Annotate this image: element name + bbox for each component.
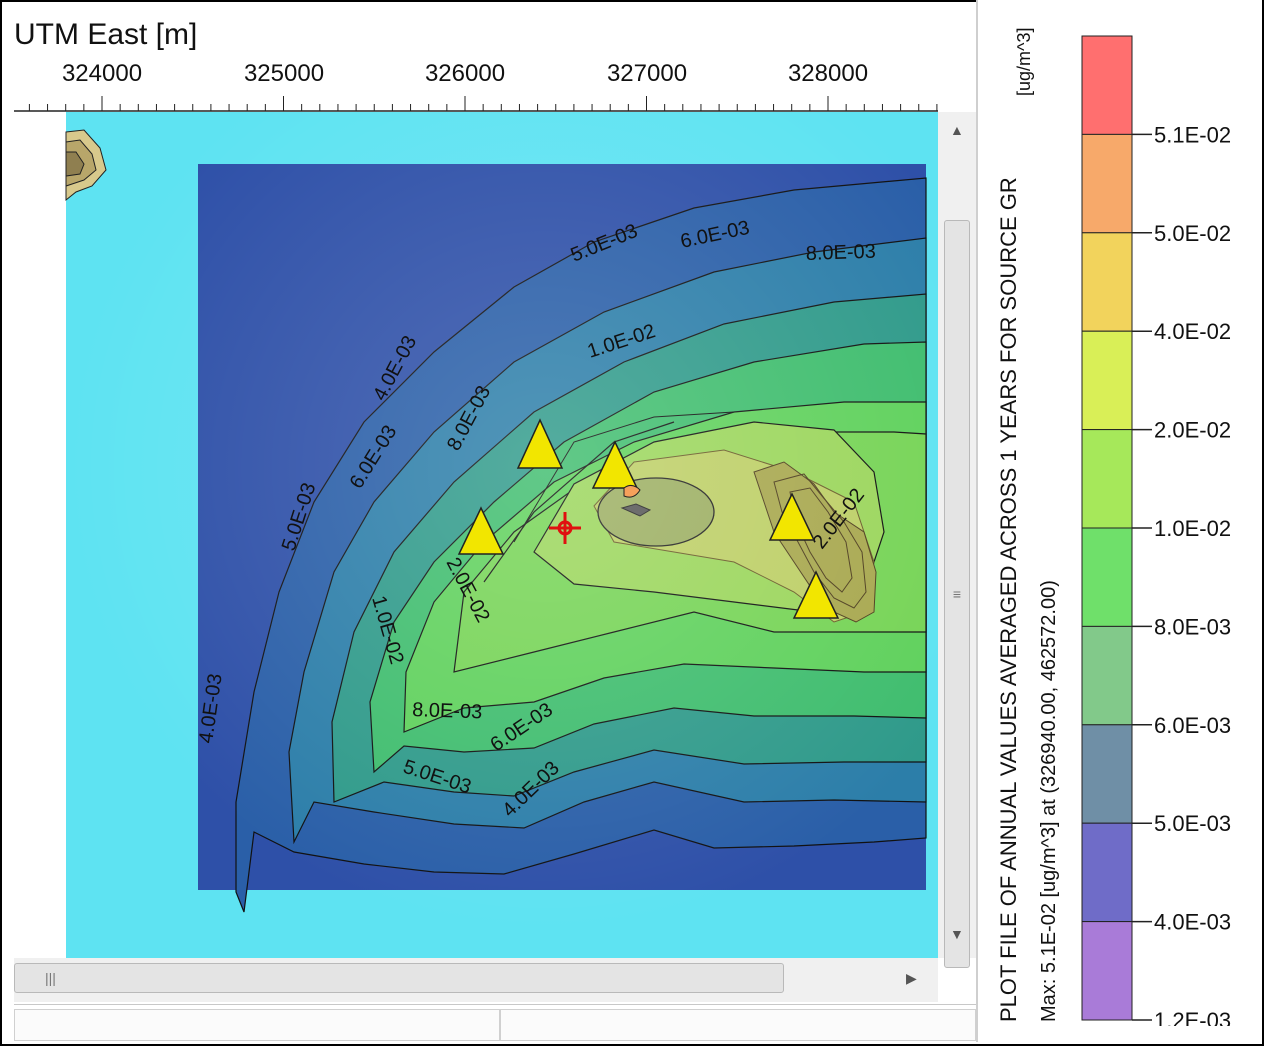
grip-icon: ||| — [45, 970, 56, 986]
x-tick-label: 326000 — [424, 60, 506, 87]
status-pane — [14, 1009, 500, 1041]
receptor-triangle-icon[interactable] — [792, 570, 840, 619]
axis-title: UTM East [m] — [14, 18, 198, 51]
legend-label: 1.0E-02 — [1154, 516, 1231, 541]
contour-label: 8.0E-03 — [412, 699, 483, 723]
legend-label: 5.1E-02 — [1154, 122, 1231, 147]
max-value-marker — [623, 484, 641, 498]
legend-unit: [ug/m^3] — [1014, 27, 1034, 96]
vertical-scrollbar[interactable]: ▲ ≡ ▼ — [938, 112, 976, 968]
receptor-triangle-icon[interactable] — [768, 492, 816, 541]
legend-title: PLOT FILE OF ANNUAL VALUES AVERAGED ACRO… — [996, 177, 1021, 1022]
legend-swatch — [1081, 527, 1133, 627]
legend-label: 4.0E-02 — [1154, 319, 1231, 344]
concentration-map: 5.0E-03 6.0E-03 8.0E-03 4.0E-03 1.0E-02 … — [14, 112, 938, 958]
status-pane — [500, 1009, 976, 1041]
red-cross-icon[interactable] — [549, 512, 581, 544]
legend-swatch — [1081, 625, 1133, 726]
legend-label: 2.0E-02 — [1154, 418, 1231, 443]
x-tick-label: 325000 — [243, 60, 325, 87]
receptor-triangle-icon[interactable] — [516, 418, 564, 469]
legend-swatch — [1081, 133, 1133, 234]
legend-label: 4.0E-03 — [1154, 910, 1231, 935]
receptor-triangle-icon[interactable] — [457, 506, 505, 555]
legend-swatch — [1081, 35, 1133, 135]
legend-swatch — [1081, 232, 1133, 332]
legend-colorbar: 5.1E-02 5.0E-02 4.0E-02 2.0E-02 1.0E-02 8.0E-… — [1081, 35, 1231, 1026]
legend-max-line: Max: 5.1E-02 [ug/m^3] at (326940.00, 462… — [1038, 580, 1060, 1022]
horizontal-scroll-thumb[interactable]: ||| — [14, 963, 784, 993]
contour-label: 8.0E-03 — [805, 241, 876, 265]
legend-label: 5.0E-03 — [1154, 811, 1231, 836]
status-bar — [14, 1004, 976, 1043]
legend-swatch — [1081, 921, 1133, 1021]
horizontal-scrollbar[interactable]: ||| ▶ — [14, 958, 938, 1002]
map-canvas[interactable]: 5.0E-03 6.0E-03 8.0E-03 4.0E-03 1.0E-02 … — [14, 112, 938, 958]
scroll-down-icon[interactable]: ▼ — [950, 926, 964, 942]
legend-swatch — [1081, 822, 1133, 923]
legend-label: 6.0E-03 — [1154, 713, 1231, 738]
legend-panel: PLOT FILE OF ANNUAL VALUES AVERAGED ACRO… — [978, 0, 1262, 1042]
legend-label: 8.0E-03 — [1154, 614, 1231, 639]
grip-icon: ≡ — [952, 586, 962, 602]
receptor-triangle-icon[interactable] — [591, 440, 639, 489]
vertical-scroll-thumb[interactable]: ≡ — [944, 220, 970, 968]
x-tick-label: 324000 — [61, 60, 143, 87]
x-tick-label: 328000 — [787, 60, 869, 87]
panel-divider[interactable] — [976, 0, 978, 1042]
scroll-right-icon[interactable]: ▶ — [906, 970, 917, 986]
scroll-up-icon[interactable]: ▲ — [950, 122, 964, 138]
legend-label: 1.2E-03 — [1154, 1008, 1231, 1026]
x-axis-ruler — [14, 96, 938, 112]
legend-swatch — [1081, 724, 1133, 824]
x-tick-label: 327000 — [606, 60, 688, 87]
legend-swatch — [1081, 330, 1133, 431]
legend-label: 5.0E-02 — [1154, 221, 1231, 246]
legend-swatch — [1081, 429, 1133, 529]
